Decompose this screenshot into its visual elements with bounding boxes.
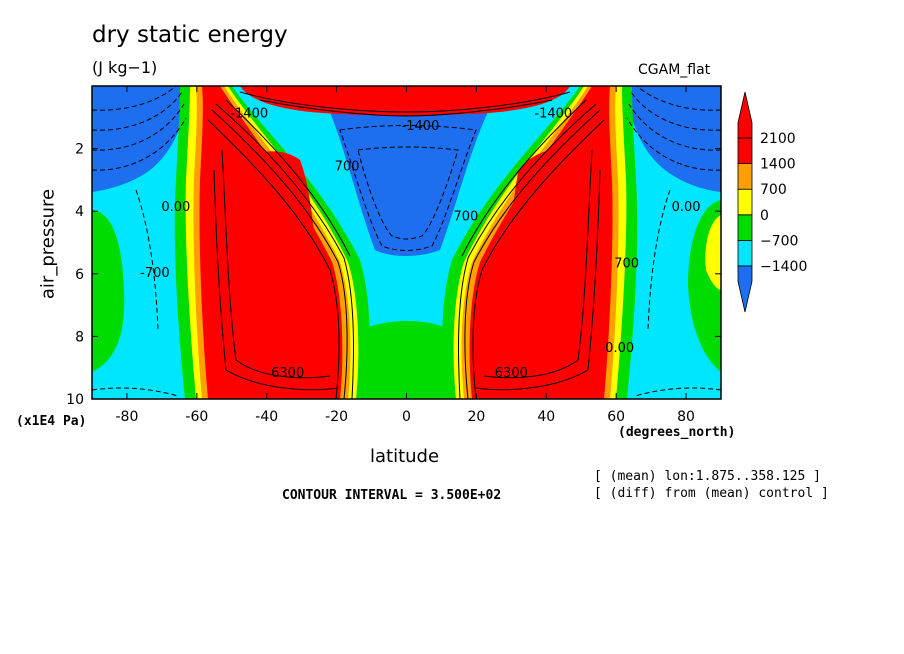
contour-line bbox=[458, 103, 597, 399]
colorbar-min-triangle bbox=[737, 265, 753, 313]
fill-green-left bbox=[92, 210, 125, 372]
note-lon: [ (mean) lon:1.875..358.125 ] bbox=[594, 469, 821, 484]
contour-line bbox=[483, 149, 593, 379]
y-axis: 2 4 6 8 10 bbox=[66, 142, 721, 408]
contour-line-dashed bbox=[92, 86, 177, 111]
contour-line bbox=[221, 149, 331, 379]
chart-units: (J kg−1) bbox=[92, 58, 158, 77]
fill-core-right bbox=[505, 148, 583, 361]
y-tick-label: 6 bbox=[75, 267, 84, 283]
x-tick-label: 20 bbox=[467, 409, 485, 425]
contour-line bbox=[211, 109, 348, 399]
y-tick-label: 8 bbox=[75, 329, 84, 345]
colorbar-label: 700 bbox=[760, 182, 787, 198]
fill-yellow-right bbox=[705, 215, 721, 290]
y-tick-label: 2 bbox=[75, 142, 84, 158]
y-tick-label: 4 bbox=[75, 204, 84, 220]
contour-label: -700 bbox=[140, 266, 170, 281]
contour-line bbox=[215, 103, 354, 399]
contour-line-dashed bbox=[92, 91, 183, 131]
contour-labels: 6300 6300 -700 700 700 700 0.00 0.00 0.00 -1400 -1… bbox=[140, 106, 700, 381]
fill-core-left bbox=[231, 151, 320, 360]
x-tick-label: 0 bbox=[402, 409, 411, 425]
contour-label: -1400 bbox=[230, 106, 268, 121]
contour-line-dashed bbox=[339, 125, 477, 251]
contour-line-dashed bbox=[92, 387, 179, 397]
x-tick-label: -20 bbox=[325, 409, 348, 425]
chart-title: dry static energy bbox=[92, 22, 288, 48]
contour-line-dashed bbox=[92, 103, 185, 151]
colorbar-label: 0 bbox=[760, 208, 769, 224]
contour-line bbox=[207, 119, 340, 399]
colorbar-segment bbox=[737, 188, 753, 216]
contour-line-dashed bbox=[92, 117, 187, 171]
colorbar-label: 2100 bbox=[760, 131, 796, 147]
contour-line-dashed bbox=[135, 189, 159, 331]
contour-line-dashed bbox=[357, 146, 459, 240]
y-axis-label: air_pressure bbox=[37, 188, 59, 300]
contour-line bbox=[225, 99, 351, 257]
fill-eq-blue bbox=[330, 106, 488, 256]
x-tick-label: -80 bbox=[116, 409, 139, 425]
contour-line-dashed bbox=[626, 117, 721, 171]
x-axis: -80 -60 -40 -20 0 20 40 60 80 bbox=[116, 86, 695, 425]
x-axis-unit: (degrees_north) bbox=[618, 425, 736, 440]
contour-label: 700 bbox=[335, 160, 360, 175]
x-tick-label: -40 bbox=[255, 409, 278, 425]
contour-line-dashed bbox=[636, 86, 721, 111]
y-tick-label: 10 bbox=[66, 392, 84, 408]
x-axis-label: latitude bbox=[370, 446, 440, 467]
contour-line bbox=[464, 109, 601, 399]
contour-label: 0.00 bbox=[672, 200, 701, 215]
colorbar-segment bbox=[737, 239, 753, 267]
x-tick-label: 80 bbox=[677, 409, 695, 425]
colorbar-segment bbox=[737, 137, 753, 165]
colorbar-segment bbox=[737, 214, 753, 241]
fill-green-eq bbox=[362, 321, 450, 399]
note-diff: [ (diff) from (mean) control ] bbox=[594, 486, 829, 501]
contour-line-layer bbox=[92, 86, 721, 399]
colorbar-label: −700 bbox=[760, 233, 798, 249]
x-tick-label: -60 bbox=[185, 409, 208, 425]
colorbar-label: 1400 bbox=[760, 157, 796, 173]
fill-nh-blue bbox=[92, 86, 190, 192]
y-axis-unit: (x1E4 Pa) bbox=[16, 414, 87, 429]
contour-line bbox=[239, 91, 571, 113]
contour-line-dashed bbox=[630, 91, 721, 131]
contour-label: -1400 bbox=[402, 119, 440, 134]
dataset-label: CGAM_flat bbox=[638, 62, 711, 78]
fill-sh-blue bbox=[625, 86, 721, 192]
contour-fill-layer bbox=[92, 86, 721, 399]
contour-label: 6300 bbox=[271, 366, 304, 381]
contour-line bbox=[259, 99, 553, 117]
colorbar-max-triangle bbox=[737, 91, 753, 139]
contour-line bbox=[472, 119, 605, 399]
contour-label: 0.00 bbox=[161, 200, 190, 215]
contour-line bbox=[475, 169, 601, 391]
contour-label: 6300 bbox=[495, 366, 528, 381]
contour-line bbox=[213, 169, 339, 391]
contour-label: 700 bbox=[453, 210, 478, 225]
x-tick-label: 60 bbox=[607, 409, 625, 425]
contour-interval: CONTOUR INTERVAL = 3.500E+02 bbox=[282, 488, 502, 503]
contour-label: 700 bbox=[614, 257, 639, 272]
contour-label: 0.00 bbox=[605, 341, 634, 356]
x-tick-label: 40 bbox=[537, 409, 555, 425]
colorbar: −1400 −700 0 700 1400 2100 bbox=[737, 91, 807, 313]
contour-line-dashed bbox=[634, 387, 721, 397]
contour-line-dashed bbox=[628, 103, 721, 151]
colorbar-label: −1400 bbox=[760, 259, 807, 275]
contour-line bbox=[461, 99, 587, 257]
colorbar-segment bbox=[737, 163, 753, 190]
contour-line-dashed bbox=[647, 189, 671, 331]
fill-top-cap bbox=[240, 86, 570, 116]
contour-label: -1400 bbox=[534, 106, 572, 121]
